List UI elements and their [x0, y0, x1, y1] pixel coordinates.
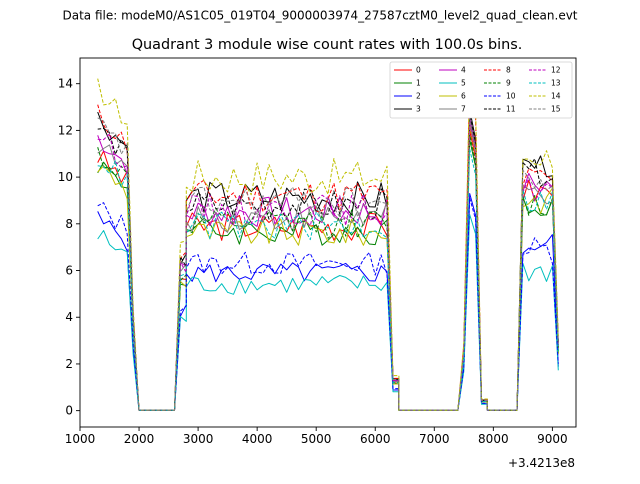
y-tick-label: 4: [65, 310, 73, 324]
y-tick-label: 0: [65, 404, 73, 418]
y-tick-label: 2: [65, 357, 73, 371]
x-tick-label: 5000: [301, 432, 332, 446]
series-line-15: [97, 117, 559, 411]
legend-label-3: 3: [416, 105, 421, 114]
legend-label-15: 15: [551, 105, 561, 114]
x-offset-label: +3.4213e8: [508, 456, 575, 470]
x-tick-label: 1000: [65, 432, 96, 446]
y-tick-label: 8: [65, 217, 73, 231]
legend-label-7: 7: [461, 105, 466, 114]
series-line-10: [97, 197, 559, 411]
data-file-label: Data file: modeM0/AS1C05_019T04_90000039…: [62, 9, 577, 23]
x-tick-label: 2000: [124, 432, 155, 446]
legend-label-14: 14: [551, 92, 561, 101]
legend-label-2: 2: [416, 92, 421, 101]
y-tick-label: 14: [58, 77, 73, 91]
x-tick-label: 8000: [478, 432, 509, 446]
series-line-13: [97, 148, 559, 411]
legend-label-6: 6: [461, 92, 466, 101]
series-line-8: [97, 83, 559, 411]
legend-label-8: 8: [506, 66, 511, 75]
chart-title: Quadrant 3 module wise count rates with …: [132, 37, 523, 53]
legend-label-5: 5: [461, 79, 466, 88]
legend-label-9: 9: [506, 79, 511, 88]
axes-frame: [79, 57, 577, 428]
legend-label-11: 11: [506, 105, 516, 114]
axes: 1000 2000 3000 4000 5000 6000 7000 8000 9000 0 2 4 6…: [58, 57, 577, 446]
x-tick-label: 6000: [360, 432, 391, 446]
plot-area: [97, 73, 559, 411]
legend-label-1: 1: [416, 79, 421, 88]
legend-label-12: 12: [551, 66, 561, 75]
legend-box: [389, 61, 573, 119]
x-tick-label: 9000: [537, 432, 568, 446]
x-tick-label: 4000: [242, 432, 273, 446]
x-tick-label: 7000: [419, 432, 450, 446]
legend-label-13: 13: [551, 79, 561, 88]
y-tick-label: 12: [58, 123, 73, 137]
y-tick-label: 10: [58, 170, 73, 184]
x-tick-label: 3000: [183, 432, 214, 446]
legend-label-0: 0: [416, 66, 421, 75]
y-tick-label: 6: [65, 264, 73, 278]
legend-label-10: 10: [506, 92, 516, 101]
legend-label-4: 4: [461, 66, 466, 75]
